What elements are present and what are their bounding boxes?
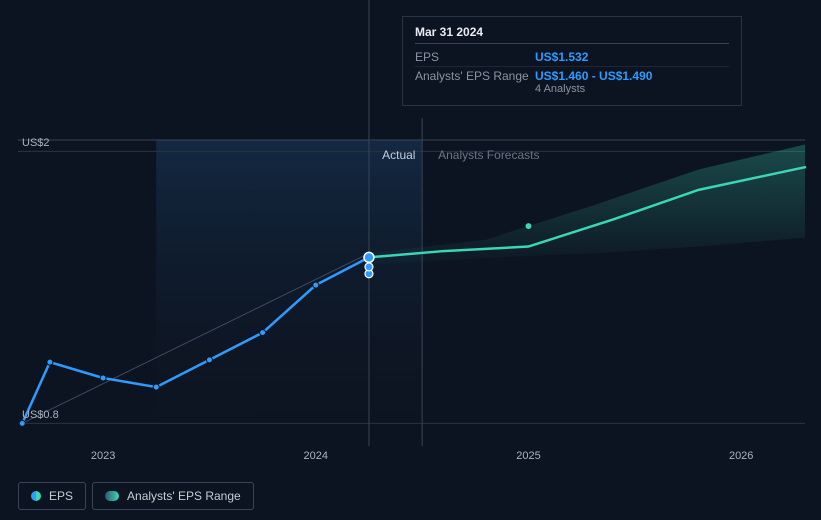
legend-label: EPS xyxy=(49,489,73,503)
x-axis-label: 2024 xyxy=(304,450,328,462)
tooltip-eps-value: US$1.532 xyxy=(535,50,588,64)
tooltip-analyst-count: 4 Analysts xyxy=(535,83,652,95)
legend-swatch-icon xyxy=(31,491,41,501)
section-label-forecast: Analysts Forecasts xyxy=(428,144,549,166)
tooltip-date: Mar 31 2024 xyxy=(415,25,729,44)
legend-swatch-icon xyxy=(105,491,119,501)
y-axis-label: US$0.8 xyxy=(22,409,59,421)
x-axis-label: 2023 xyxy=(91,450,115,462)
chart-tooltip: Mar 31 2024 EPS US$1.532 Analysts' EPS R… xyxy=(402,16,742,106)
x-axis-label: 2026 xyxy=(729,450,753,462)
legend-item[interactable]: Analysts' EPS Range xyxy=(92,482,254,510)
y-axis-label: US$2 xyxy=(22,137,50,149)
tooltip-eps-label: EPS xyxy=(415,50,535,64)
legend-item[interactable]: EPS xyxy=(18,482,86,510)
eps-forecast-chart: Mar 31 2024 EPS US$1.532 Analysts' EPS R… xyxy=(0,0,821,520)
legend-label: Analysts' EPS Range xyxy=(127,489,241,503)
section-label-actual: Actual xyxy=(372,144,425,166)
tooltip-range-value: US$1.460 - US$1.490 xyxy=(535,69,652,83)
tooltip-range-label: Analysts' EPS Range xyxy=(415,69,535,95)
chart-legend: EPS Analysts' EPS Range xyxy=(18,482,254,510)
x-axis-label: 2025 xyxy=(516,450,540,462)
